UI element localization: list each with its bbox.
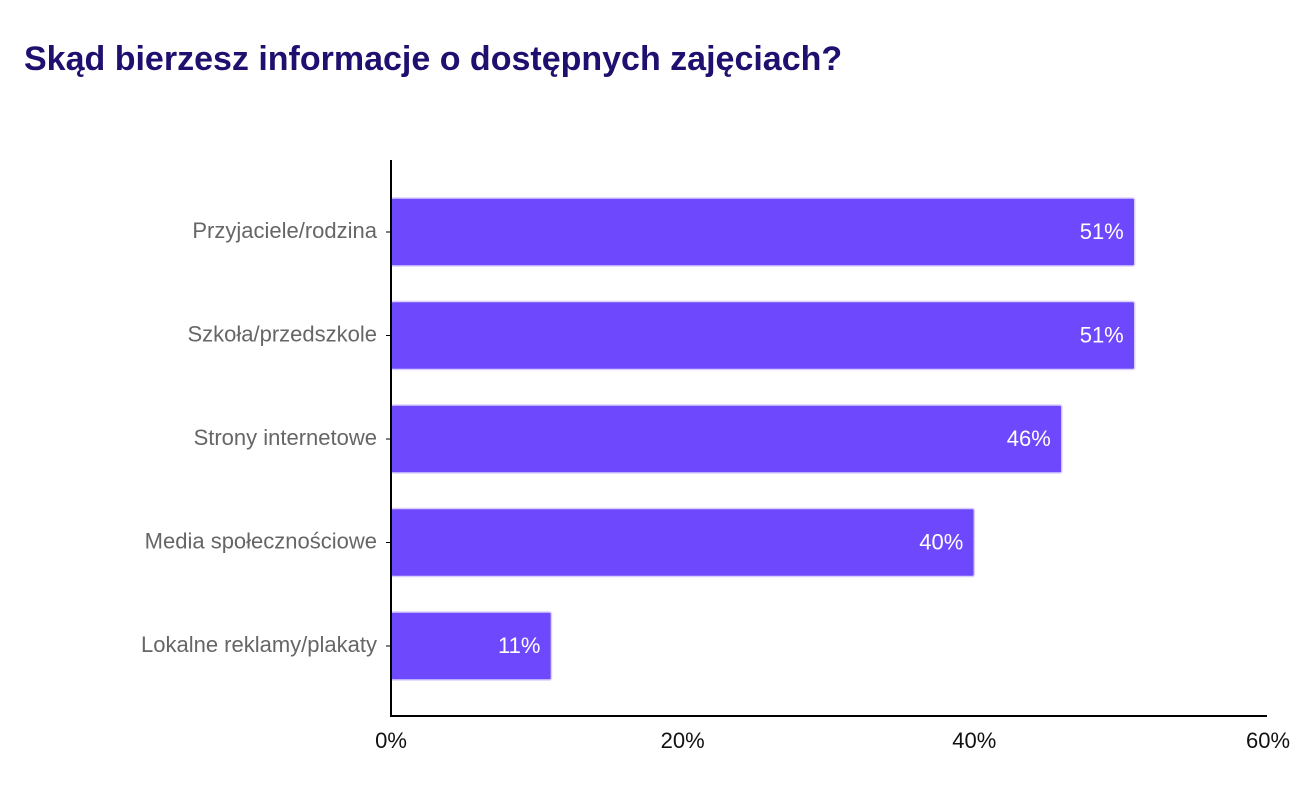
category-label-3: Media społecznościowe: [145, 528, 377, 553]
bar-3: [390, 507, 976, 578]
x-tick-label-2: 40%: [952, 728, 996, 753]
labels-layer: Przyjaciele/rodzina 51% Szkoła/przedszkole…: [141, 218, 1124, 658]
category-label-4: Lokalne reklamy/plakaty: [141, 632, 377, 657]
data-label-1: 51%: [1080, 322, 1124, 347]
data-label-3: 40%: [919, 529, 963, 554]
x-tick-label-3: 60%: [1246, 728, 1290, 753]
bars-layer: [390, 197, 1136, 681]
data-label-0: 51%: [1080, 219, 1124, 244]
data-label-4: 11%: [498, 633, 540, 658]
x-tick-label-0: 0%: [375, 728, 407, 753]
category-label-1: Szkoła/przedszkole: [187, 321, 377, 346]
bar-1: [390, 300, 1136, 371]
category-label-2: Strony internetowe: [194, 425, 377, 450]
data-label-2: 46%: [1007, 426, 1051, 451]
x-ticks-layer: 0% 20% 40% 60%: [375, 728, 1290, 753]
bar-2: [390, 404, 1063, 474]
chart-title: Skąd bierzesz informacje o dostępnych za…: [24, 40, 843, 78]
x-tick-label-1: 20%: [661, 728, 705, 753]
category-label-0: Przyjaciele/rodzina: [192, 218, 377, 243]
bar-0: [390, 197, 1136, 267]
